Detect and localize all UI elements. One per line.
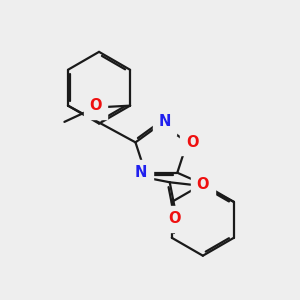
Text: N: N (135, 165, 147, 180)
Text: O: O (168, 212, 181, 226)
Text: O: O (89, 98, 102, 113)
Text: O: O (197, 177, 209, 192)
Text: N: N (158, 114, 170, 129)
Text: O: O (186, 135, 198, 150)
